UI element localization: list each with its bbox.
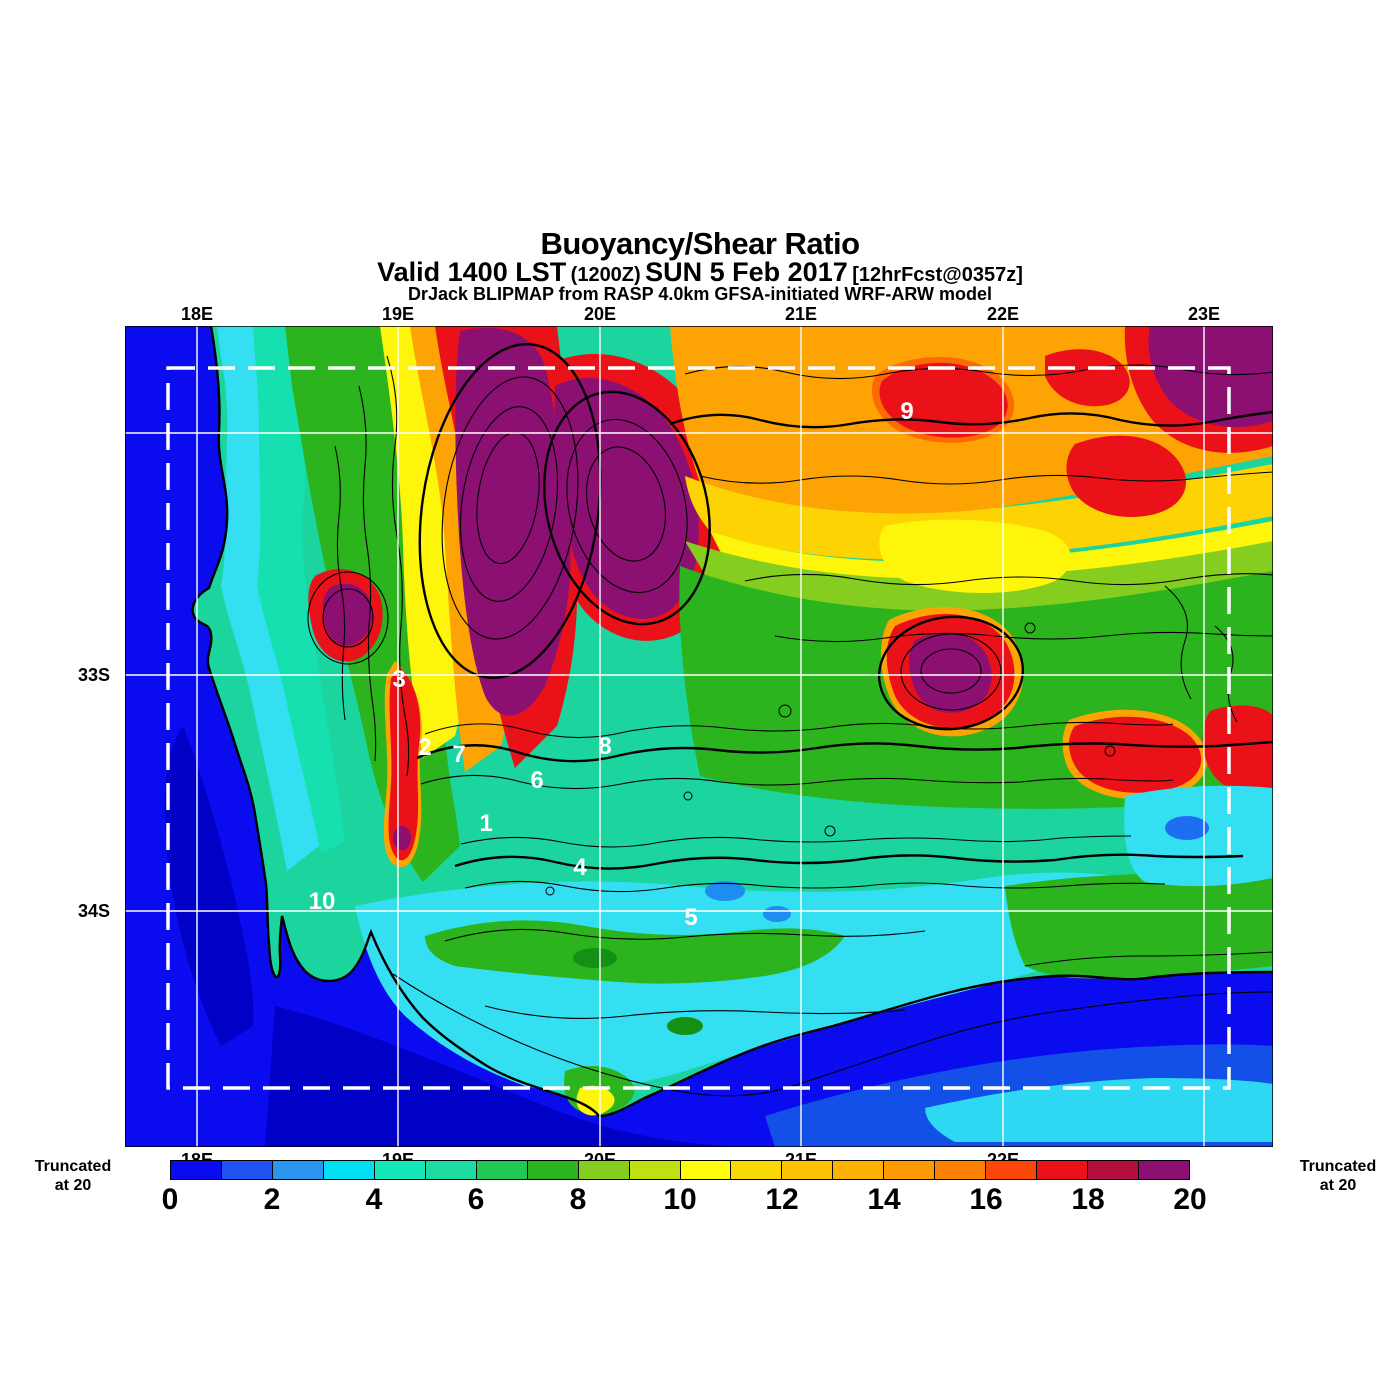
northeast-red-blob-2 [1066, 435, 1186, 518]
south-darkgreen-spot-1 [573, 948, 617, 968]
colorbar-tick-10: 10 [663, 1183, 697, 1216]
south-blue-spot-2 [763, 906, 791, 922]
ocean-cyan-southeast [925, 1078, 1273, 1142]
site-number-2: 2 [418, 734, 431, 761]
colorbar-segment [476, 1161, 528, 1179]
colorbar-tick-18: 18 [1071, 1183, 1105, 1216]
southwest-purple-blob [322, 583, 373, 646]
colorbar-segment [374, 1161, 426, 1179]
northeast-gold-band [685, 464, 1273, 560]
valid-time: Valid 1400 LST [377, 257, 567, 287]
yellowgreen-transition-band [685, 541, 1273, 613]
truncated-right-line2: at 20 [1319, 1177, 1357, 1194]
coastal-band-turquoise [253, 326, 345, 854]
colorbar-tick-14: 14 [867, 1183, 901, 1216]
lat-label-left-34s: 34S [77, 901, 111, 921]
southeast-green-strip [1005, 872, 1273, 979]
colorbar-segment [578, 1161, 630, 1179]
agulhas-yellow-spot [576, 1085, 615, 1116]
colorbar-segment [680, 1161, 732, 1179]
colorbar-tick-16: 16 [969, 1183, 1003, 1216]
colorbar-segment [935, 1161, 987, 1179]
corner-purple-blob [1148, 326, 1273, 428]
south-blue-spot-1 [705, 881, 745, 901]
truncated-label-right: Truncated at 20 [1283, 1157, 1393, 1195]
site-number-10: 10 [309, 888, 336, 915]
colorbar-segment [221, 1161, 273, 1179]
south-cederberg-purple-dot [393, 826, 411, 850]
valid-date: SUN 5 Feb 2017 [645, 257, 848, 287]
domain-boundary-dashed [166, 366, 1231, 1090]
colorbar-segment [425, 1161, 477, 1179]
lon-label-top-18e: 18E [180, 304, 214, 324]
colorbar-segment [272, 1161, 324, 1179]
colorbar-tick-0: 0 [161, 1183, 179, 1216]
site-number-5: 5 [684, 904, 697, 931]
south-darkgreen-spot-2 [667, 1017, 703, 1035]
lat-label-left-33s: 33S [77, 665, 111, 685]
colorbar-tick-20: 20 [1173, 1183, 1207, 1216]
latlon-grid [125, 326, 1273, 1147]
page-title: Buoyancy/Shear Ratio [540, 226, 860, 261]
east-red-blob [1069, 716, 1202, 793]
colorbar-segment [1139, 1161, 1190, 1179]
colorbar [170, 1160, 1190, 1180]
site-number-3: 3 [392, 666, 405, 693]
valid-zulu: (1200Z) [570, 264, 641, 286]
site-number-9: 9 [900, 398, 913, 425]
site-number-7: 7 [452, 741, 465, 768]
colorbar-segment [527, 1161, 579, 1179]
colorbar-segment [629, 1161, 681, 1179]
colorbar-segment [782, 1161, 834, 1179]
colorbar-segment [171, 1161, 222, 1179]
east-edge-red-blob [1202, 705, 1273, 794]
colorbar-segment [731, 1161, 783, 1179]
valid-time-line: Valid 1400 LST (1200Z) SUN 5 Feb 2017 [1… [0, 257, 1400, 288]
colorbar-tick-8: 8 [569, 1183, 587, 1216]
colorbar-segment [1088, 1161, 1140, 1179]
colorbar-tick-6: 6 [467, 1183, 485, 1216]
site-number-4: 4 [573, 854, 587, 881]
colorbar-segment [986, 1161, 1038, 1179]
forecast-map: 1 2 3 4 5 6 7 8 9 10 [124, 325, 1274, 1148]
midmap-purple-blob [909, 632, 992, 713]
south-green-ridge [425, 920, 845, 984]
colorbar-tick-2: 2 [263, 1183, 281, 1216]
northeast-red-streak [1045, 349, 1130, 407]
lon-label-top-19e: 19E [381, 304, 415, 324]
green-field-yellow-patch [879, 519, 1072, 594]
cederberg-purple-west [455, 327, 571, 716]
lon-label-top-20e: 20E [583, 304, 617, 324]
forecast-cycle: [12hrFcst@0357z] [852, 264, 1023, 286]
colorbar-segment [323, 1161, 375, 1179]
site-number-8: 8 [598, 733, 611, 760]
ocean-dark-wedge-west [164, 726, 254, 1046]
lon-label-top-23e: 23E [1187, 304, 1221, 324]
colorbar-segment [1037, 1161, 1089, 1179]
colorbar-segment [884, 1161, 936, 1179]
south-cederberg-red-streak [388, 668, 421, 861]
model-attribution: DrJack BLIPMAP from RASP 4.0km GFSA-init… [407, 284, 993, 304]
colorbar-segment [833, 1161, 885, 1179]
truncated-left-line1: Truncated [34, 1158, 112, 1175]
truncated-left-line2: at 20 [54, 1177, 92, 1194]
truncated-label-left: Truncated at 20 [18, 1157, 128, 1195]
east-coast-blue-spot [1165, 816, 1209, 840]
ocean-dark-wedge-south [265, 1006, 745, 1147]
colorbar-tick-4: 4 [365, 1183, 383, 1216]
coastline [191, 325, 1274, 1118]
lon-label-top-22e: 22E [986, 304, 1020, 324]
lon-label-top-21e: 21E [784, 304, 818, 324]
terrain-contours [307, 342, 1274, 1097]
site-number-6: 6 [530, 767, 543, 794]
buoyancy-shear-map-canvas: 1 2 3 4 5 6 7 8 9 10 [124, 325, 1274, 1148]
colorbar-tick-12: 12 [765, 1183, 799, 1216]
truncated-right-line1: Truncated [1299, 1158, 1377, 1175]
site-number-1: 1 [479, 810, 492, 837]
